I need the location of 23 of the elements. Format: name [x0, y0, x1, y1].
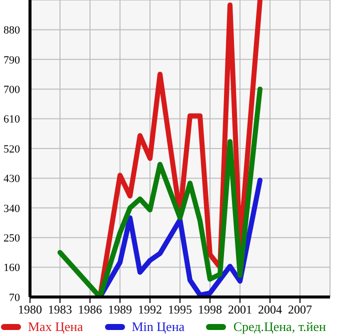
legend-label: Max Цена — [27, 319, 83, 335]
x-tick-label: 1995 — [168, 302, 192, 317]
y-tick-label: 610 — [4, 114, 20, 126]
y-tick-label: 70 — [9, 292, 20, 304]
y-tick-label: 250 — [4, 232, 20, 245]
y-tick-label: 700 — [4, 84, 20, 96]
x-tick-label: 1998 — [198, 302, 222, 317]
legend-label: Min Цена — [130, 319, 185, 335]
x-tick-label: 1989 — [108, 302, 132, 317]
y-tick-label: 340 — [4, 202, 20, 215]
y-tick-label: 880 — [4, 24, 20, 37]
x-tick-label: 1986 — [78, 302, 102, 317]
y-tick-label: 430 — [4, 173, 20, 186]
y-tick-label: 790 — [4, 54, 20, 66]
x-tick-label: 1983 — [48, 302, 72, 317]
legend-label: Сред.Цена, т.йен — [232, 319, 326, 335]
y-tick-label: 160 — [4, 262, 20, 274]
x-tick-label: 2004 — [258, 302, 282, 317]
x-tick-label: 2001 — [228, 302, 252, 317]
x-tick-label: 1992 — [138, 302, 162, 317]
x-tick-label: 2007 — [288, 302, 312, 317]
y-tick-label: 520 — [4, 143, 20, 156]
x-tick-label: 1980 — [18, 302, 42, 317]
